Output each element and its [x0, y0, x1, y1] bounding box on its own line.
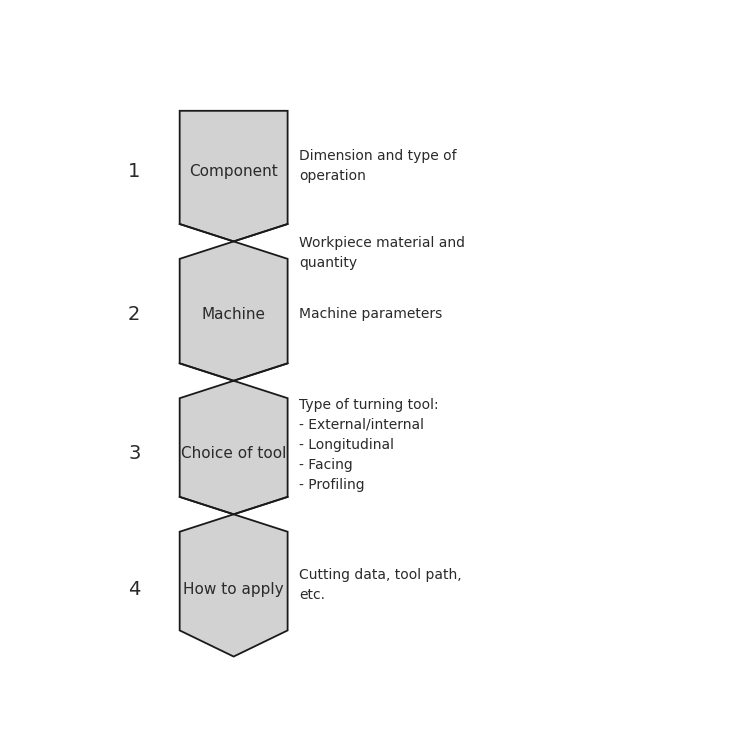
Text: 4: 4 — [128, 581, 141, 599]
Text: Machine parameters: Machine parameters — [299, 307, 442, 321]
Polygon shape — [180, 111, 287, 657]
Text: Type of turning tool:
- External/internal
- Longitudinal
- Facing
- Profiling: Type of turning tool: - External/interna… — [299, 397, 438, 492]
Text: Machine: Machine — [202, 307, 265, 321]
Text: Component: Component — [189, 164, 278, 179]
Text: 3: 3 — [128, 444, 141, 463]
Text: 2: 2 — [128, 305, 141, 323]
Text: How to apply: How to apply — [183, 582, 284, 597]
Text: 1: 1 — [128, 162, 141, 181]
Text: Cutting data, tool path,
etc.: Cutting data, tool path, etc. — [299, 568, 462, 602]
Text: Workpiece material and
quantity: Workpiece material and quantity — [299, 236, 465, 270]
Text: Dimension and type of
operation: Dimension and type of operation — [299, 149, 457, 183]
Text: Choice of tool: Choice of tool — [181, 446, 287, 461]
